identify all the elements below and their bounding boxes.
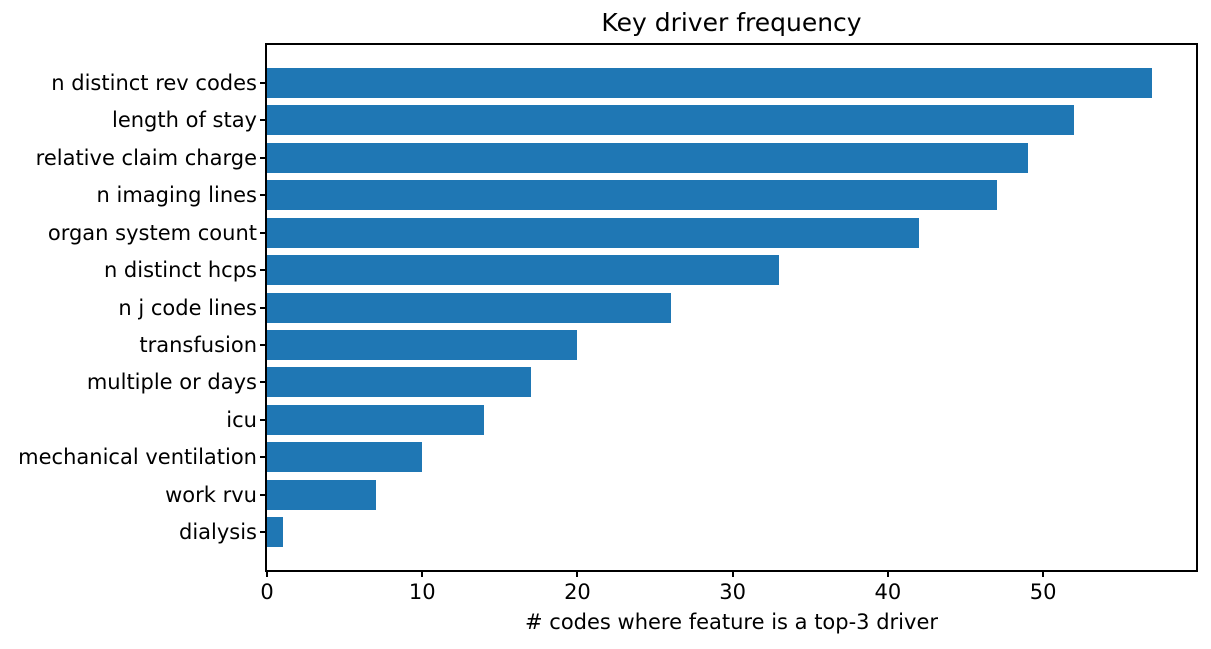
x-tick-mark — [576, 570, 579, 577]
y-tick-mark — [260, 194, 267, 197]
chart-title: Key driver frequency — [601, 8, 862, 37]
y-tick-label: multiple or days — [86, 370, 257, 395]
y-tick-label: length of stay — [111, 108, 257, 133]
y-tick-label: icu — [226, 407, 257, 432]
y-tick-label: n j code lines — [118, 295, 257, 320]
bar-work-rvu — [267, 479, 376, 510]
bar-transfusion — [267, 329, 578, 360]
bar-dialysis — [267, 517, 283, 547]
y-tick-mark — [260, 531, 267, 533]
y-tick-label: organ system count — [47, 220, 257, 245]
x-tick-mark — [731, 570, 734, 577]
y-tick-label: n distinct hcps — [103, 258, 257, 283]
x-tick-label: 20 — [564, 580, 591, 604]
y-tick-mark — [260, 231, 267, 234]
y-tick-mark — [260, 343, 267, 346]
x-tick-mark — [266, 570, 268, 577]
bar-n-imaging-lines — [267, 180, 997, 211]
x-tick-mark — [886, 570, 889, 577]
x-tick-label: 10 — [408, 580, 436, 604]
bar-length-of-stay — [267, 105, 1075, 136]
y-tick-label: n distinct rev codes — [51, 71, 257, 95]
y-tick-label: work rvu — [165, 482, 257, 507]
y-tick-mark — [260, 456, 267, 459]
x-tick-mark — [1042, 570, 1045, 577]
x-tick-mark — [421, 570, 424, 577]
plot-area — [265, 43, 1198, 572]
y-tick-mark — [260, 82, 267, 84]
bar-n-distinct-hcps — [267, 255, 780, 286]
y-tick-label: mechanical ventilation — [18, 445, 257, 470]
bar-organ-system-count — [267, 217, 919, 248]
bar-multiple-or-days — [267, 367, 531, 398]
bar-icu — [267, 404, 485, 435]
x-tick-label: 40 — [874, 580, 902, 604]
y-tick-mark — [260, 381, 267, 384]
x-tick-label: 50 — [1029, 580, 1057, 604]
y-tick-label: dialysis — [178, 520, 257, 544]
y-tick-mark — [260, 306, 267, 309]
y-tick-mark — [260, 493, 267, 496]
bar-relative-claim-charge — [267, 142, 1028, 173]
bar-n-distinct-rev-codes — [267, 68, 1152, 98]
y-tick-mark — [260, 156, 267, 159]
y-tick-mark — [260, 119, 267, 122]
bar-mechanical-ventilation — [267, 442, 423, 473]
x-tick-label: 0 — [260, 580, 274, 604]
x-axis-label: # codes where feature is a top-3 driver — [525, 610, 938, 634]
y-tick-label: n imaging lines — [96, 183, 257, 208]
x-tick-label: 30 — [719, 580, 747, 604]
y-tick-mark — [260, 418, 267, 421]
y-tick-label: relative claim charge — [35, 145, 257, 170]
y-tick-mark — [260, 269, 267, 272]
y-tick-label: transfusion — [139, 332, 257, 357]
bar-n-j-code-lines — [267, 292, 671, 323]
